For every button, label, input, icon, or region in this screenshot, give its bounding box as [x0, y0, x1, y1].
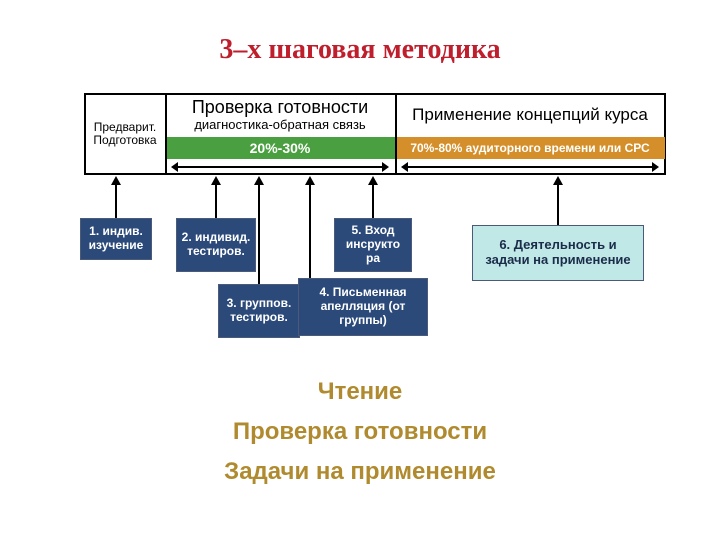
arrow-up-box4	[302, 176, 318, 278]
box1: 1. индив. изучение	[80, 218, 152, 260]
stage-prep: Предварит. Подготовка	[85, 93, 165, 175]
arrow-up-box6	[550, 176, 566, 225]
box3: 3. группов. тестиров.	[218, 284, 300, 338]
box5: 5. Вход инсрукто ра	[334, 218, 412, 272]
stage-readiness-header: Проверка готовности диагностика-обратная…	[165, 93, 395, 137]
stage-separator-1	[165, 93, 167, 175]
stage-apply-title: Применение концепций курса	[412, 106, 648, 125]
arrow-up-box5	[365, 176, 381, 218]
pct-bar-readiness: 20%-30%	[165, 137, 395, 159]
arrow-up-box1	[108, 176, 124, 218]
diagram-title: 3–х шаговая методика	[0, 34, 720, 66]
bottom-line-3: Задачи на применение	[0, 458, 720, 486]
box4: 4. Письменная апелляция (от группы)	[298, 278, 428, 336]
stage-apply-header: Применение концепций курса	[395, 93, 665, 137]
stage-readiness-subtitle: диагностика-обратная связь	[194, 118, 365, 132]
box2: 2. индивид. тестиров.	[176, 218, 256, 272]
stage-separator-2	[395, 93, 397, 175]
stage-readiness-title: Проверка готовности	[192, 98, 368, 118]
bottom-line-1: Чтение	[0, 378, 720, 406]
bottom-line-2: Проверка готовности	[0, 418, 720, 446]
pct-bar-apply: 70%-80% аудиторного времени или СРС	[395, 137, 665, 159]
arrow-up-box2	[208, 176, 224, 218]
box6: 6. Деятельность и задачи на применение	[472, 225, 644, 281]
stage-prep-line2: Подготовка	[93, 134, 156, 147]
